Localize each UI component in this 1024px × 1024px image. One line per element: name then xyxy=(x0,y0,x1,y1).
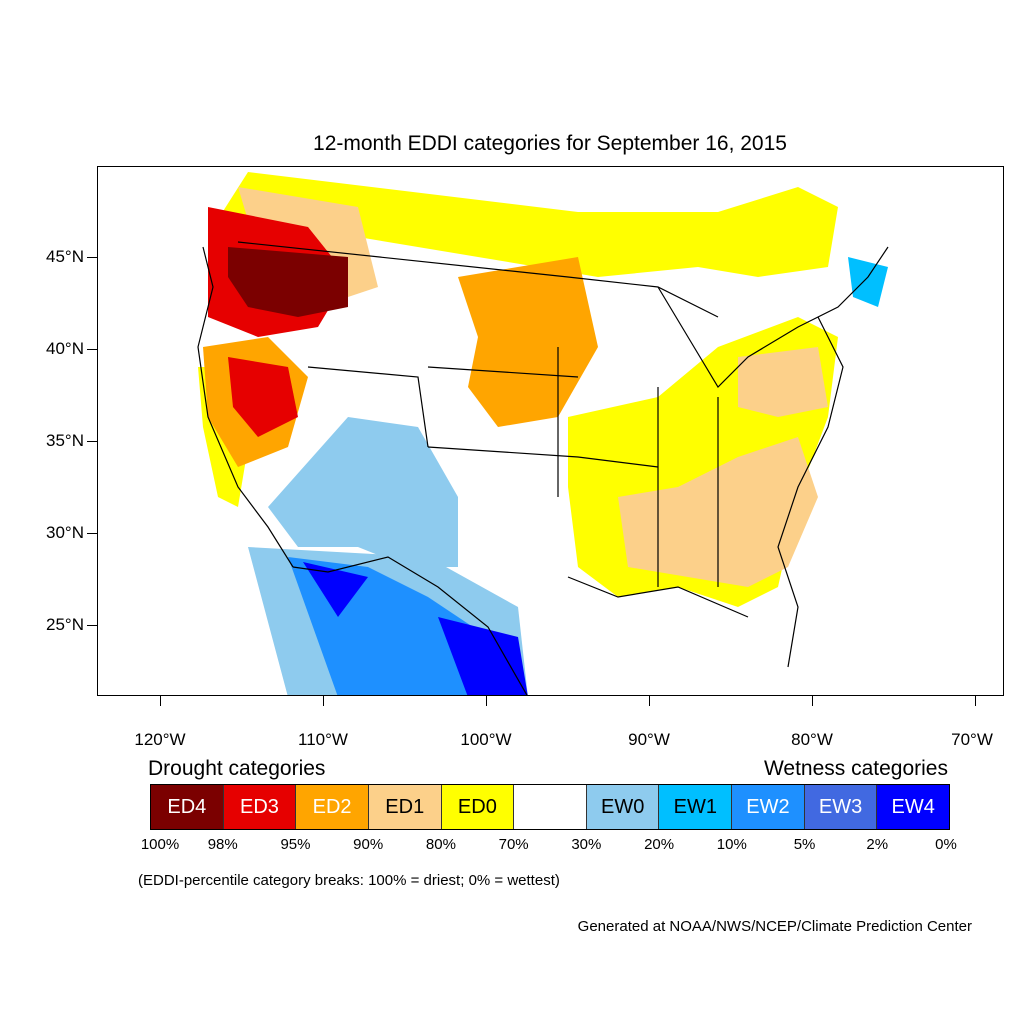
lat-tick-45 xyxy=(87,257,97,258)
region-ew4-mexico xyxy=(303,562,368,617)
legend-break-label: 100% xyxy=(140,836,180,853)
legend-swatch-ed0: ED0 xyxy=(441,785,515,829)
legend-colorbar: ED4 ED3 ED2 ED1 ED0 EW0 EW1 EW2 EW3 EW4 xyxy=(150,784,950,830)
lon-tick-70 xyxy=(975,696,976,706)
lat-label-45: 45°N xyxy=(46,247,84,266)
category-breaks-note: (EDDI-percentile category breaks: 100% =… xyxy=(138,872,560,889)
region-ed1-northeast xyxy=(738,347,828,417)
lat-tick-25 xyxy=(87,625,97,626)
legend-break-label: 90% xyxy=(353,836,384,853)
legend-swatch-ew4: EW4 xyxy=(877,785,950,829)
credit-line: Generated at NOAA/NWS/NCEP/Climate Predi… xyxy=(577,918,972,935)
region-ed4-northwest xyxy=(228,247,348,317)
legend-swatch-ew1: EW1 xyxy=(659,785,733,829)
region-ed2-plains xyxy=(458,257,598,427)
legend-swatch-neutral xyxy=(514,785,587,829)
map-panel xyxy=(97,166,1004,696)
legend-swatch-ed4: ED4 xyxy=(151,785,224,829)
legend-break-label: 95% xyxy=(280,836,311,853)
legend-swatch-ed1: ED1 xyxy=(368,785,442,829)
eddi-map xyxy=(197,167,889,695)
lon-tick-90 xyxy=(649,696,650,706)
lat-tick-30 xyxy=(87,533,97,534)
drought-categories-heading: Drought categories xyxy=(148,757,326,780)
legend-swatch-ew2: EW2 xyxy=(732,785,805,829)
region-ew1-northeast xyxy=(848,257,888,307)
wetness-categories-heading: Wetness categories xyxy=(763,757,948,780)
lon-tick-110 xyxy=(323,696,324,706)
lon-tick-80 xyxy=(812,696,813,706)
lon-label-80: 80°W xyxy=(791,730,833,749)
lon-label-90: 90°W xyxy=(628,730,670,749)
legend-swatch-ed3: ED3 xyxy=(223,785,297,829)
lon-tick-120 xyxy=(160,696,161,706)
region-ed3-california xyxy=(228,357,298,437)
lat-label-35: 35°N xyxy=(46,431,84,450)
lat-tick-40 xyxy=(87,349,97,350)
legend-swatch-ew3: EW3 xyxy=(804,785,878,829)
lat-label-40: 40°N xyxy=(46,339,84,358)
lon-label-100: 100°W xyxy=(460,730,512,749)
legend-swatch-ew0: EW0 xyxy=(586,785,660,829)
lon-label-120: 120°W xyxy=(134,730,186,749)
region-ed0-north xyxy=(213,172,838,277)
legend-swatch-ed2: ED2 xyxy=(296,785,369,829)
legend-break-label: 5% xyxy=(793,836,816,853)
lon-label-70: 70°W xyxy=(951,730,993,749)
lon-label-110: 110°W xyxy=(298,730,348,749)
legend-break-label: 98% xyxy=(207,836,238,853)
legend-break-label: 70% xyxy=(498,836,529,853)
legend-break-label: 2% xyxy=(866,836,889,853)
lon-tick-100 xyxy=(486,696,487,706)
legend-break-label: 30% xyxy=(571,836,602,853)
legend-break-label: 0% xyxy=(935,836,957,853)
coastlines-and-borders xyxy=(197,241,889,695)
lat-tick-35 xyxy=(87,441,97,442)
region-ew4-texas xyxy=(438,617,528,695)
lat-label-30: 30°N xyxy=(46,523,84,542)
map-title: 12-month EDDI categories for September 1… xyxy=(313,132,787,155)
legend-break-label: 80% xyxy=(425,836,456,853)
legend-break-label: 20% xyxy=(644,836,675,853)
lat-label-25: 25°N xyxy=(46,615,84,634)
legend-break-label: 10% xyxy=(716,836,747,853)
region-ew0-southwest xyxy=(268,417,458,567)
